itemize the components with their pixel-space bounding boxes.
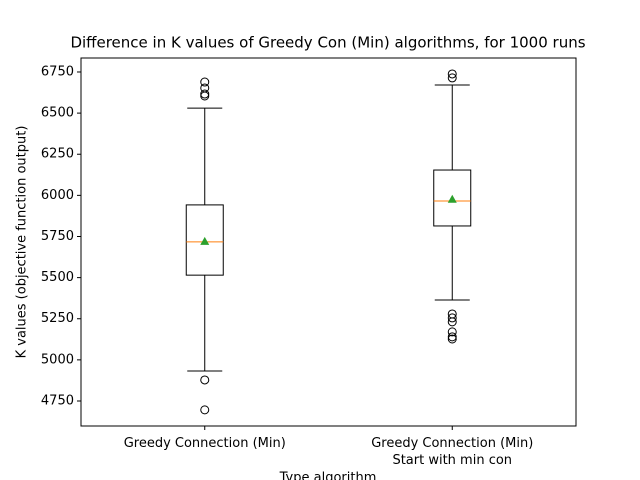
y-tick-label: 5000: [41, 352, 74, 367]
y-tick-label: 6000: [41, 188, 74, 203]
y-tick-label: 6500: [41, 106, 74, 121]
y-tick-label: 5250: [41, 311, 74, 326]
outlier: [200, 375, 210, 385]
x-tick-label-line: Start with min con: [392, 453, 512, 468]
outlier: [200, 77, 210, 87]
y-tick-label: 4750: [41, 393, 74, 408]
x-tick-label: Greedy Connection (Min): [124, 436, 286, 451]
outlier: [447, 332, 457, 342]
y-tick-label: 5500: [41, 270, 74, 285]
mean-marker: [200, 236, 210, 245]
box: [433, 169, 472, 227]
outlier: [447, 73, 457, 83]
x-axis-label: Type algorithm: [279, 471, 377, 480]
outlier: [447, 334, 457, 344]
y-axis-label: K values (objective function output): [15, 126, 30, 359]
y-tick-label: 5750: [41, 229, 74, 244]
x-tick-label-line: Greedy Connection (Min): [124, 436, 286, 451]
outlier: [447, 313, 457, 323]
y-tick-label: 6750: [41, 64, 74, 79]
mean-marker: [447, 194, 457, 203]
outlier: [200, 91, 210, 101]
x-tick-label: Greedy Connection (Min) Start with min co…: [371, 436, 533, 468]
outlier: [447, 327, 457, 337]
y-tick-label: 6250: [41, 147, 74, 162]
x-tick-label-line: Greedy Connection (Min): [371, 436, 533, 451]
box: [185, 204, 224, 276]
outlier: [447, 69, 457, 79]
chart-title: Difference in K values of Greedy Con (Mi…: [70, 34, 585, 52]
outlier: [200, 405, 210, 415]
outlier: [447, 317, 457, 327]
plot-frame: [80, 57, 577, 427]
